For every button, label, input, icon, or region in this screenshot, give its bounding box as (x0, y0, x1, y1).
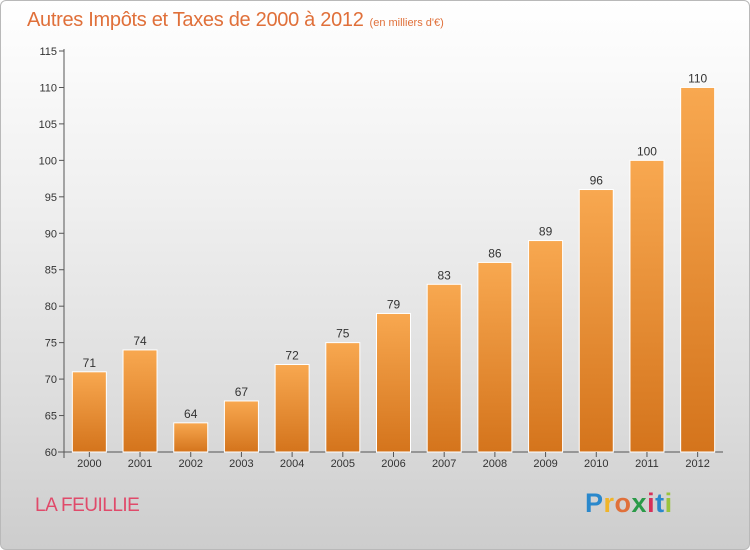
y-tick-label: 80 (45, 301, 57, 313)
y-tick-label: 90 (45, 228, 57, 240)
y-tick-label: 105 (39, 119, 57, 131)
logo-letter: t (655, 488, 665, 518)
bar (528, 240, 564, 453)
y-tick-label: 70 (45, 374, 57, 386)
x-tick-label: 2003 (229, 458, 253, 470)
y-tick-label: 65 (45, 411, 57, 423)
bar (477, 261, 513, 453)
data-label: 86 (488, 246, 502, 260)
commune-name: LA FEUILLIE (35, 495, 140, 516)
x-tick-label: 2006 (381, 458, 405, 470)
chart-title: Autres Impôts et Taxes de 2000 à 2012 (27, 9, 364, 31)
bar (223, 400, 259, 453)
y-tick-label: 85 (45, 265, 57, 277)
y-tick-label: 115 (39, 46, 57, 58)
bar (122, 349, 158, 453)
logo-letter: o (614, 488, 632, 518)
chart-subtitle: (en milliers d'€) (369, 17, 444, 29)
y-tick-label: 60 (45, 447, 57, 459)
logo-letter: P (585, 488, 604, 518)
logo-letter: x (631, 488, 648, 518)
data-label: 110 (688, 71, 707, 85)
title-row: Autres Impôts et Taxes de 2000 à 2012 (en… (27, 9, 444, 32)
data-label: 75 (336, 327, 350, 341)
x-tick-label: 2010 (584, 458, 608, 470)
proxiti-logo: Proxiti (585, 488, 673, 519)
logo-letter: i (647, 488, 656, 518)
x-tick-label: 2012 (685, 458, 709, 470)
bar (426, 283, 462, 453)
x-tick-label: 2011 (635, 458, 659, 470)
bar (680, 86, 716, 453)
data-label: 64 (184, 407, 198, 421)
bar (629, 159, 665, 453)
x-tick-label: 2001 (128, 458, 152, 470)
logo-letter: i (664, 488, 673, 518)
data-label: 79 (387, 297, 401, 311)
data-label: 71 (83, 356, 97, 370)
data-label: 72 (285, 349, 299, 363)
data-label: 100 (637, 144, 657, 158)
bar (274, 364, 310, 453)
logo-letter: r (603, 488, 615, 518)
x-tick-label: 2007 (432, 458, 456, 470)
bar (173, 422, 209, 453)
x-tick-label: 2005 (331, 458, 355, 470)
x-tick-label: 2009 (533, 458, 557, 470)
data-label: 89 (539, 225, 553, 239)
x-tick-label: 2004 (280, 458, 304, 470)
bar (578, 189, 614, 453)
y-tick-label: 110 (39, 82, 57, 94)
bar (376, 312, 411, 453)
y-tick-label: 100 (39, 155, 57, 167)
bar (325, 342, 361, 453)
x-tick-label: 2000 (77, 458, 101, 470)
x-tick-label: 2008 (483, 458, 507, 470)
bar (71, 371, 107, 453)
y-tick-label: 75 (45, 338, 57, 350)
x-tick-label: 2002 (178, 458, 202, 470)
data-label: 67 (235, 385, 249, 399)
data-label: 83 (438, 268, 452, 282)
data-label: 96 (590, 174, 604, 188)
data-label: 74 (133, 334, 147, 348)
y-tick-label: 95 (45, 192, 57, 204)
